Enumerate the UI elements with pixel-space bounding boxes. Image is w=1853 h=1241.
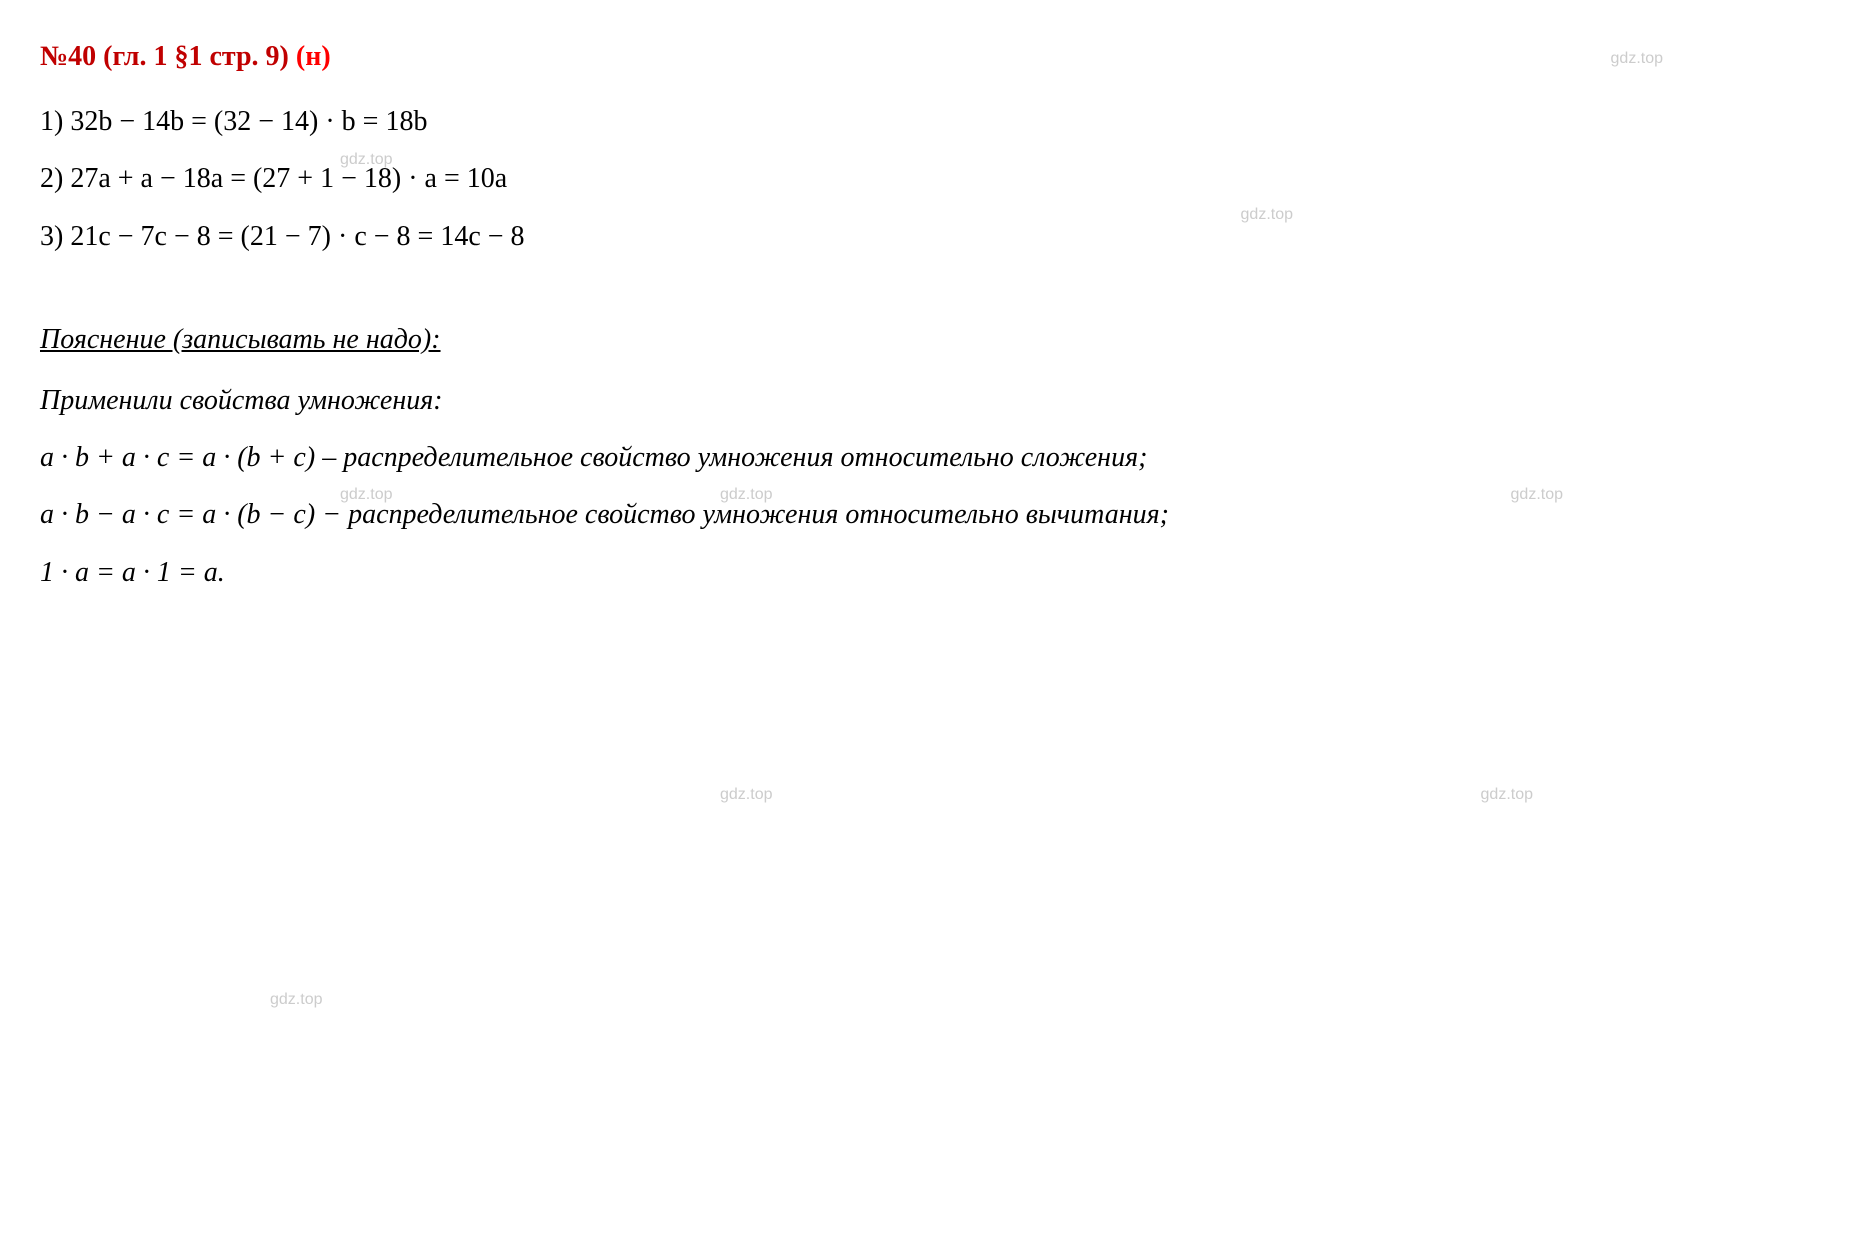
watermark: gdz.top bbox=[1611, 44, 1663, 74]
watermark: gdz.top bbox=[340, 145, 392, 175]
watermark: gdz.top bbox=[270, 985, 322, 1015]
equation-line: 3) 21c − 7c − 8 = (21 − 7) · c − 8 = 14c… bbox=[40, 210, 1813, 263]
watermark: gdz.top bbox=[720, 780, 772, 810]
watermark: gdz.top bbox=[1511, 480, 1563, 510]
watermark: gdz.top bbox=[340, 480, 392, 510]
explanation-title: Пояснение (записывать не надо): bbox=[40, 313, 1813, 366]
watermark: gdz.top bbox=[1241, 200, 1293, 230]
explanation-intro: Применили свойства умножения: bbox=[40, 374, 1813, 427]
explanation-rule: 1 · a = a · 1 = a. bbox=[40, 546, 1813, 599]
problem-number: №40 (гл. 1 §1 стр. 9) bbox=[40, 41, 289, 72]
explanation-rule: a · b + a · c = a · (b + c) – распредели… bbox=[40, 431, 1813, 484]
page-container: gdz.top gdz.top gdz.top gdz.top gdz.top … bbox=[40, 30, 1813, 599]
watermark: gdz.top bbox=[720, 480, 772, 510]
problem-header: №40 (гл. 1 §1 стр. 9) (н) bbox=[40, 30, 1813, 83]
watermark: gdz.top bbox=[1481, 780, 1533, 810]
equation-line: 2) 27a + a − 18a = (27 + 1 − 18) · a = 1… bbox=[40, 152, 1813, 205]
problem-suffix: (н) bbox=[289, 41, 331, 72]
equation-line: 1) 32b − 14b = (32 − 14) · b = 18b bbox=[40, 95, 1813, 148]
